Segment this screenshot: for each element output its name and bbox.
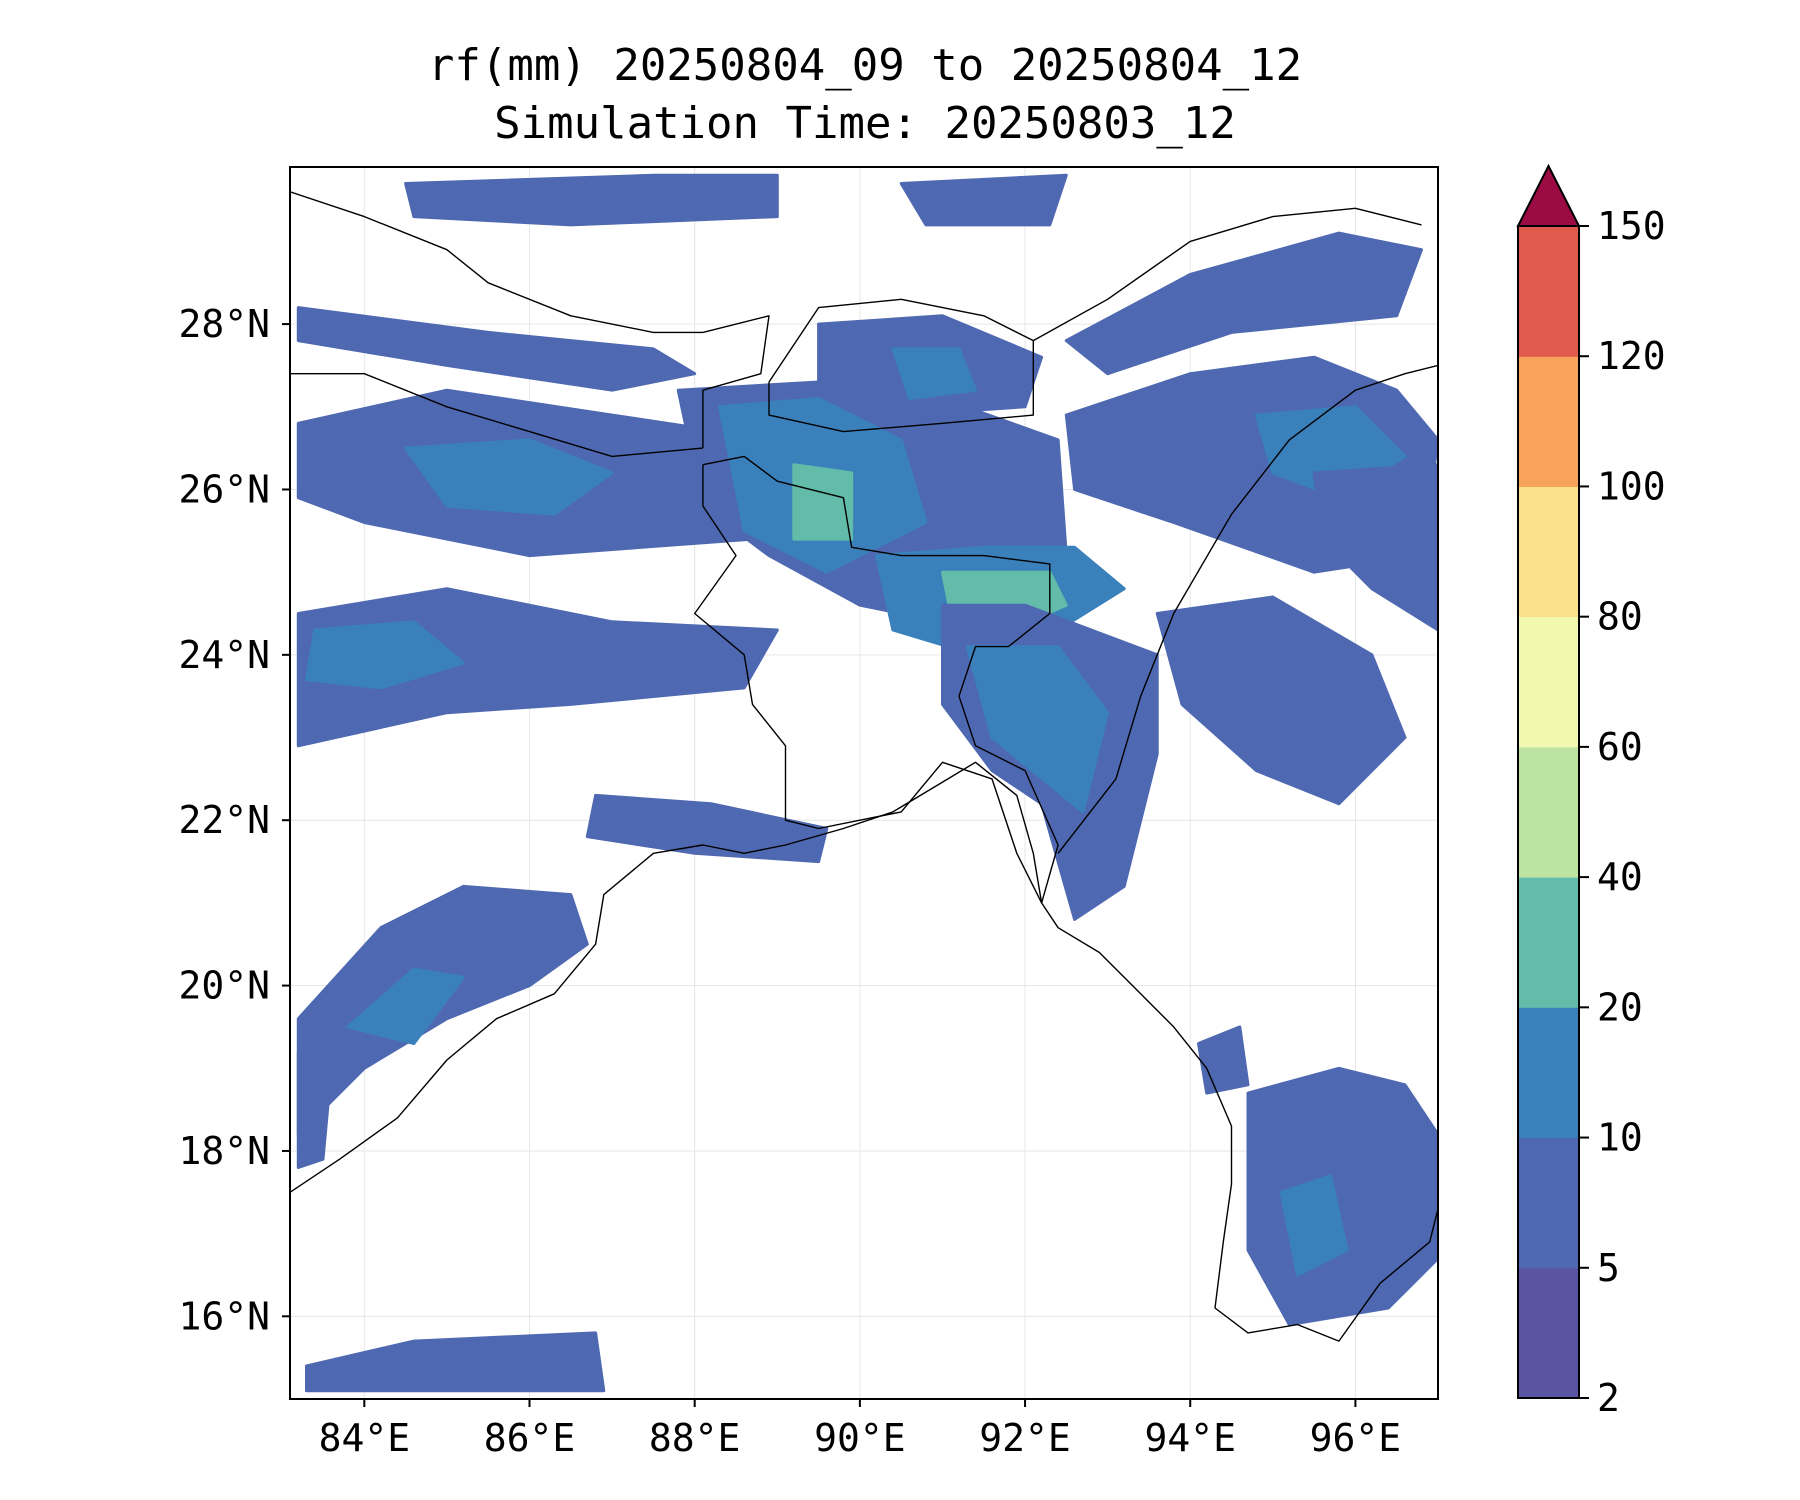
colorbar-tick-label: 40	[1597, 855, 1643, 899]
colorbar: 2 5 10 20 40 60 80 100 120 150	[1516, 163, 1666, 1420]
longitude-ticks: 84°E 86°E 88°E 90°E 92°E 94°E 96°E	[319, 1399, 1402, 1460]
border-bangladesh-border	[694, 455, 1059, 904]
colorbar-tick-label: 10	[1597, 1116, 1643, 1160]
colorbar-tick-label: 60	[1597, 725, 1643, 769]
x-tick-label: 90°E	[814, 1416, 906, 1460]
latitude-ticks: 16°N 18°N 20°N 22°N 24°N 26°N 28°N	[178, 302, 290, 1338]
map-title-line2: Simulation Time: 20250803_12	[494, 98, 1236, 149]
rain-region-myanmar-north	[1312, 463, 1438, 632]
y-tick-label: 28°N	[178, 302, 270, 346]
map-title-line1: rf(mm) 20250804_09 to 20250804_12	[427, 40, 1303, 91]
rain-region-odisha-coast-core	[346, 967, 465, 1045]
colorbar-tick-label: 2	[1597, 1376, 1620, 1420]
rain-region-jharkhand-core	[305, 620, 465, 690]
y-tick-label: 22°N	[178, 798, 270, 842]
rain-region-arunachal	[1064, 231, 1423, 376]
colorbar-segment	[1518, 877, 1579, 1008]
coastlines-borders	[290, 191, 1438, 1342]
x-tick-label: 94°E	[1144, 1416, 1236, 1460]
x-tick-label: 96°E	[1310, 1416, 1402, 1460]
border-sikkim	[702, 315, 770, 449]
x-tick-label: 92°E	[979, 1416, 1071, 1460]
rain-region-sundarbans	[585, 793, 829, 864]
border-nepal-india-border	[290, 373, 703, 458]
border-bhutan-border	[768, 298, 1035, 433]
rain-region-tripura-core	[965, 645, 1110, 814]
y-tick-label: 18°N	[178, 1129, 270, 1173]
y-tick-label: 24°N	[178, 633, 270, 677]
rain-region-bay-south-1	[305, 1331, 606, 1393]
colorbar-tick-label: 80	[1597, 595, 1643, 639]
rain-region-ap-coast	[296, 1050, 333, 1169]
rain-region-odisha-coast	[296, 884, 589, 1136]
rain-region-myanmar-south	[1246, 1066, 1438, 1327]
colorbar-tick-label: 120	[1597, 334, 1666, 378]
colorbar-segment	[1518, 616, 1579, 748]
colorbar-segment	[1518, 226, 1579, 357]
rain-region-myanmar-chin	[1155, 595, 1407, 806]
colorbar-tick-label: 5	[1597, 1246, 1620, 1290]
y-tick-label: 16°N	[178, 1294, 270, 1338]
colorbar-segment	[1518, 1137, 1579, 1269]
colorbar-segment	[1518, 486, 1579, 618]
colorbar-extend-arrow	[1516, 163, 1581, 227]
rain-region-bay-north-1	[404, 173, 779, 227]
y-tick-label: 20°N	[178, 964, 270, 1008]
colorbar-tick-label: 100	[1597, 464, 1666, 508]
rain-region-myanmar-south-core	[1279, 1174, 1349, 1277]
colorbar-frame	[1517, 225, 1580, 1399]
x-tick-label: 86°E	[484, 1416, 576, 1460]
colorbar-segment	[1518, 356, 1579, 487]
colorbar-tick-label: 150	[1597, 204, 1666, 248]
border-nepal-china-border	[290, 191, 703, 334]
x-tick-label: 88°E	[649, 1416, 741, 1460]
colorbar-segment	[1518, 1007, 1579, 1139]
rain-region-bhutan-core	[891, 347, 977, 400]
colorbar-segment	[1518, 1267, 1579, 1399]
border-coastline-india-east	[290, 761, 1438, 1342]
border-india-myanmar-border	[1057, 364, 1438, 854]
rain-region-north-bengal-heavy	[792, 463, 854, 541]
y-tick-label: 26°N	[178, 467, 270, 511]
border-arunachal-border	[1032, 207, 1422, 342]
map-frame	[289, 166, 1439, 1400]
rain-region-nepal-border	[296, 306, 697, 392]
rainfall-contours	[296, 173, 1438, 1393]
colorbar-segment	[1518, 746, 1579, 878]
x-tick-label: 84°E	[319, 1416, 411, 1460]
rain-region-tibet-east	[899, 173, 1068, 227]
colorbar-tick-label: 20	[1597, 985, 1643, 1029]
rain-region-bihar-core	[404, 438, 614, 516]
